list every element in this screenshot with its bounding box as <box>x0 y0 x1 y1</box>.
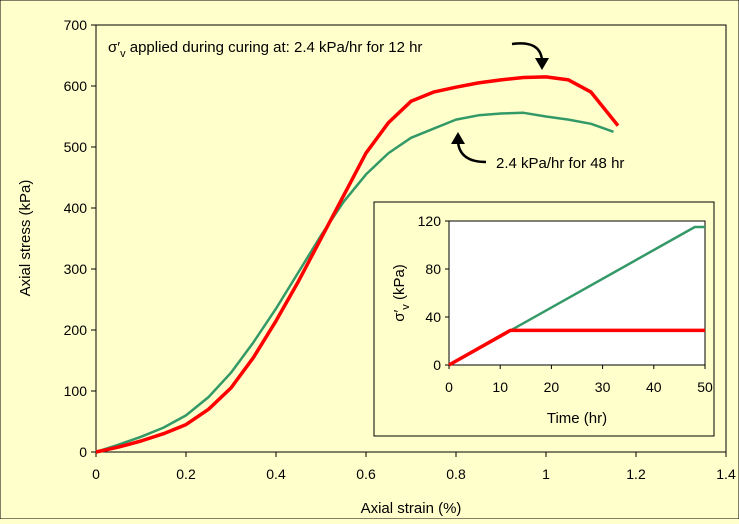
inset-x-tick-label: 30 <box>595 379 611 395</box>
inset-x-axis-title: Time (hr) <box>547 410 607 427</box>
main-y-tick-label: 500 <box>64 139 88 155</box>
inset-x-tick-label: 0 <box>445 379 453 395</box>
inset-series <box>448 225 705 367</box>
main-x-tick-label: 1.4 <box>716 466 736 482</box>
main-y-tick-label: 0 <box>79 444 87 460</box>
main-y-axis: 0 100 200 300 400 500 600 700 <box>64 17 96 460</box>
main-y-tick-label: 300 <box>64 261 88 277</box>
main-y-tick-label: 600 <box>64 78 88 94</box>
inset-series-line-2 <box>448 328 705 367</box>
main-x-tick-label: 0.6 <box>356 466 376 482</box>
annotation-48hr-arrow <box>456 141 487 164</box>
inset-y-axis-subscript: v <box>400 304 412 310</box>
inset-y-axis-unit: (kPa) <box>391 264 408 304</box>
main-series-line-1 <box>95 111 614 454</box>
annotation-12hr-text: applied during curing at: 2.4 kPa/hr for… <box>126 39 423 56</box>
main-x-axis: 0 0.2 0.4 0.6 0.8 1 1.2 1.4 <box>92 452 736 482</box>
main-y-tick-label: 400 <box>64 200 88 216</box>
main-x-tick-label: 0.2 <box>176 466 196 482</box>
inset-y-axis-sigma: σ′ <box>391 310 408 322</box>
inset-y-tick-label: 80 <box>425 261 441 277</box>
inset-y-axis: 0 40 80 120 <box>418 213 449 373</box>
annotation-12hr-arrow <box>511 42 544 61</box>
main-series <box>95 75 620 454</box>
annotation-12hr: σ′v applied during curing at: 2.4 kPa/hr… <box>108 39 422 60</box>
inset-x-tick-label: 40 <box>646 379 662 395</box>
inset-y-axis-title: σ′v (kPa) <box>391 264 412 322</box>
inset-x-tick-label: 50 <box>697 379 713 395</box>
main-x-tick-label: 0.8 <box>446 466 466 482</box>
main-y-tick-label: 100 <box>64 383 88 399</box>
inset-series-line-1 <box>448 225 705 367</box>
main-y-tick-label: 700 <box>64 17 88 33</box>
inset-x-axis: 0 10 20 30 40 50 <box>445 365 713 395</box>
inset-y-tick-label: 0 <box>433 357 441 373</box>
annotation-12hr-subscript: v <box>120 48 126 60</box>
annotation-12hr-arrowhead <box>535 58 549 70</box>
main-plot-area <box>95 24 727 453</box>
main-x-tick-label: 1.2 <box>626 466 646 482</box>
annotation-12hr-sigma: σ′ <box>108 39 120 56</box>
main-series-line-2 <box>95 75 620 454</box>
annotation-48hr-arrowhead <box>451 132 465 144</box>
main-y-tick-label: 200 <box>64 322 88 338</box>
annotation-48hr: 2.4 kPa/hr for 48 hr <box>496 155 624 172</box>
inset-y-tick-label: 120 <box>418 213 442 229</box>
main-y-axis-title: Axial stress (kPa) <box>17 180 34 297</box>
main-x-tick-label: 0 <box>92 466 100 482</box>
inset-x-tick-label: 20 <box>544 379 560 395</box>
inset-y-tick-label: 40 <box>425 309 441 325</box>
main-x-axis-title: Axial strain (%) <box>361 500 462 517</box>
main-x-tick-label: 0.4 <box>266 466 286 482</box>
inset-x-tick-label: 10 <box>492 379 508 395</box>
main-x-tick-label: 1 <box>542 466 550 482</box>
